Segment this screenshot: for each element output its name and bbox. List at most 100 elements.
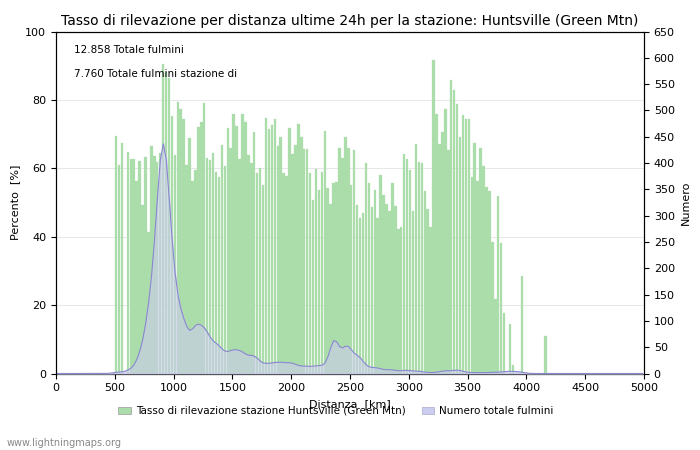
- Bar: [265, 118, 267, 374]
- Bar: [164, 72, 167, 374]
- Bar: [203, 103, 206, 374]
- Bar: [321, 171, 323, 374]
- Bar: [241, 114, 244, 374]
- Bar: [200, 122, 202, 374]
- Title: Tasso di rilevazione per distanza ultime 24h per la stazione: Huntsville (Green : Tasso di rilevazione per distanza ultime…: [62, 14, 638, 27]
- Bar: [115, 136, 118, 373]
- Bar: [282, 173, 285, 374]
- X-axis label: Distanza  [km]: Distanza [km]: [309, 399, 391, 409]
- Text: 7.760 Totale fulmini stazione di: 7.760 Totale fulmini stazione di: [74, 69, 237, 79]
- Bar: [286, 176, 288, 374]
- Bar: [468, 119, 470, 374]
- Bar: [477, 181, 479, 374]
- Bar: [458, 137, 461, 374]
- Bar: [494, 299, 496, 374]
- Bar: [191, 181, 194, 374]
- Bar: [247, 155, 250, 374]
- Bar: [391, 183, 393, 374]
- Bar: [232, 114, 235, 374]
- Bar: [276, 146, 279, 373]
- Bar: [426, 209, 429, 374]
- Bar: [309, 173, 312, 374]
- Bar: [482, 166, 485, 374]
- Bar: [365, 163, 368, 374]
- Bar: [359, 218, 361, 374]
- Bar: [450, 81, 452, 374]
- Bar: [150, 146, 153, 374]
- Bar: [332, 183, 335, 374]
- Bar: [382, 195, 385, 374]
- Bar: [318, 189, 320, 374]
- Bar: [253, 132, 256, 374]
- Y-axis label: Numero: Numero: [680, 180, 690, 225]
- Text: 12.858 Totale fulmini: 12.858 Totale fulmini: [74, 45, 183, 55]
- Bar: [465, 120, 467, 374]
- Bar: [374, 190, 376, 374]
- Y-axis label: Percento  [%]: Percento [%]: [10, 165, 20, 240]
- Bar: [144, 158, 147, 374]
- Bar: [441, 132, 444, 374]
- Bar: [218, 176, 220, 374]
- Bar: [409, 170, 412, 374]
- Bar: [118, 165, 120, 374]
- Bar: [120, 143, 123, 374]
- Bar: [267, 129, 270, 374]
- Bar: [429, 227, 432, 374]
- Bar: [197, 127, 199, 374]
- Bar: [206, 158, 209, 374]
- Bar: [179, 109, 182, 373]
- Bar: [194, 170, 197, 374]
- Bar: [271, 125, 273, 374]
- Text: www.lightningmaps.org: www.lightningmaps.org: [7, 438, 122, 448]
- Bar: [188, 138, 191, 374]
- Bar: [315, 169, 317, 374]
- Bar: [509, 324, 511, 374]
- Bar: [480, 148, 482, 374]
- Bar: [186, 166, 188, 374]
- Bar: [156, 162, 158, 374]
- Bar: [256, 173, 258, 374]
- Bar: [135, 181, 138, 374]
- Bar: [400, 227, 402, 374]
- Bar: [259, 168, 261, 374]
- Bar: [433, 60, 435, 374]
- Bar: [406, 159, 408, 374]
- Bar: [544, 336, 547, 373]
- Bar: [412, 211, 414, 374]
- Bar: [176, 103, 179, 374]
- Bar: [174, 155, 176, 374]
- Bar: [438, 144, 441, 374]
- Bar: [424, 191, 426, 374]
- Bar: [394, 206, 397, 374]
- Bar: [335, 182, 338, 374]
- Bar: [300, 137, 302, 374]
- Legend: Tasso di rilevazione stazione Huntsville (Green Mtn), Numero totale fulmini: Tasso di rilevazione stazione Huntsville…: [114, 402, 558, 420]
- Bar: [244, 122, 246, 374]
- Bar: [127, 152, 129, 374]
- Bar: [168, 78, 170, 374]
- Bar: [397, 229, 400, 374]
- Bar: [312, 199, 314, 374]
- Bar: [444, 109, 447, 373]
- Bar: [220, 145, 223, 374]
- Bar: [326, 188, 329, 374]
- Bar: [288, 128, 290, 374]
- Bar: [362, 212, 364, 374]
- Bar: [379, 175, 382, 374]
- Bar: [491, 242, 494, 374]
- Bar: [353, 150, 356, 374]
- Bar: [139, 161, 141, 374]
- Bar: [162, 64, 164, 373]
- Bar: [462, 115, 464, 374]
- Bar: [250, 163, 253, 374]
- Bar: [377, 218, 379, 374]
- Bar: [341, 158, 344, 374]
- Bar: [453, 90, 456, 374]
- Bar: [485, 187, 488, 374]
- Bar: [323, 130, 326, 374]
- Bar: [223, 166, 226, 374]
- Bar: [291, 154, 294, 374]
- Bar: [497, 196, 500, 374]
- Bar: [503, 313, 505, 374]
- Bar: [132, 158, 135, 374]
